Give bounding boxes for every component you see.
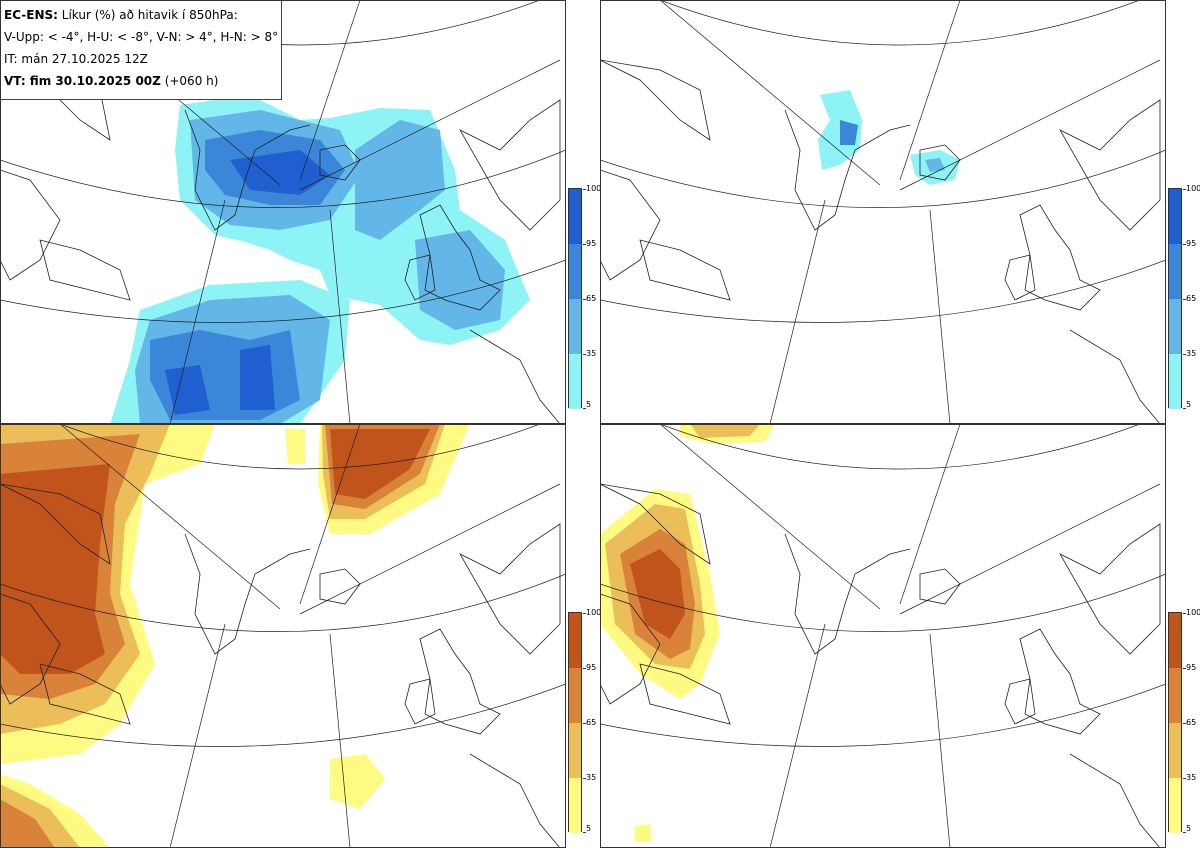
title-line-3: IT: mán 27.10.2025 12Z <box>4 52 148 66</box>
colorbar-segment <box>1169 778 1181 833</box>
colorbar-tick-mark <box>1183 244 1186 245</box>
colorbar-tick-label: 5 <box>1186 824 1192 833</box>
map-panel-bottom-left <box>0 424 566 848</box>
colorbar-tick-mark <box>1183 723 1186 724</box>
probability-map-cold-4 <box>0 0 566 424</box>
colorbar-tick-label: 100 <box>1186 184 1200 193</box>
colorbar-tick-mark <box>1183 354 1186 355</box>
colorbar-segment <box>569 189 581 244</box>
colorbar-segment <box>1169 723 1181 778</box>
colorbar-tick-mark <box>583 668 586 669</box>
colorbar-tick-label: 5 <box>1186 400 1192 409</box>
colorbar-segment <box>1169 354 1181 409</box>
colorbar-tick-mark <box>1183 299 1186 300</box>
colorbar-tick-label: 65 <box>1186 718 1197 727</box>
colorbar-cold-top-left: 100 95 65 35 5 <box>568 185 601 409</box>
colorbar-tick-label: 95 <box>586 663 597 672</box>
colorbar-tick-mark <box>583 723 586 724</box>
colorbar-tick-label: 35 <box>586 773 597 782</box>
colorbar-tick-label: 100 <box>1186 608 1200 617</box>
probability-map-cold-8 <box>600 0 1166 424</box>
colorbar-tick-mark <box>1183 408 1186 409</box>
map-panel-top-left: EC-ENS: Líkur (%) að hitavik í 850hPa: V… <box>0 0 566 424</box>
colorbar-tick-label: 65 <box>586 294 597 303</box>
colorbar-tick-label: 5 <box>586 400 592 409</box>
colorbar-segment <box>569 244 581 299</box>
colorbar-tick-label: 95 <box>1186 663 1197 672</box>
colorbar-tick-mark <box>1183 189 1186 190</box>
colorbar-segment <box>1169 668 1181 723</box>
colorbar-segment <box>569 299 581 354</box>
colorbar-segment <box>1169 613 1181 668</box>
colorbar-warm-bottom-right: 100 95 65 35 5 <box>1168 609 1200 833</box>
colorbar-tick-label: 35 <box>1186 773 1197 782</box>
colorbar-tick-mark <box>583 832 586 833</box>
title-line-2: V-Upp: < -4°, H-U: < -8°, V-N: > 4°, H-N… <box>4 30 279 44</box>
colorbar-tick-mark <box>583 613 586 614</box>
colorbar-tick-mark <box>583 408 586 409</box>
colorbar-tick-label: 65 <box>1186 294 1197 303</box>
colorbar-tick-mark <box>1183 832 1186 833</box>
colorbar-tick-label: 35 <box>586 349 597 358</box>
colorbar-tick-label: 100 <box>586 184 602 193</box>
colorbar-tick-label: 65 <box>586 718 597 727</box>
map-panel-top-right <box>600 0 1166 424</box>
colorbar-tick-label: 95 <box>1186 239 1197 248</box>
colorbar-tick-mark <box>583 354 586 355</box>
colorbar-segment <box>1169 189 1181 244</box>
colorbar-tick-mark <box>583 299 586 300</box>
colorbar-tick-label: 5 <box>586 824 592 833</box>
colorbar-tick-mark <box>583 778 586 779</box>
probability-map-warm-4 <box>0 424 566 848</box>
colorbar-segment <box>1169 244 1181 299</box>
title-line-4: VT: fim 30.10.2025 00Z (+060 h) <box>4 70 281 92</box>
title-description: Líkur (%) að hitavik í 850hPa: <box>57 8 238 22</box>
colorbar-tick-mark <box>1183 668 1186 669</box>
colorbar-segment <box>569 668 581 723</box>
valid-time: VT: fim 30.10.2025 00Z <box>4 74 161 88</box>
colorbar-segment <box>569 778 581 833</box>
map-panel-bottom-right <box>600 424 1166 848</box>
colorbar-warm-bottom-left: 100 95 65 35 5 <box>568 609 601 833</box>
title-model: EC-ENS: <box>4 8 58 22</box>
colorbar-tick-mark <box>1183 613 1186 614</box>
title-line-1: EC-ENS: Líkur (%) að hitavik í 850hPa: <box>4 4 281 26</box>
colorbar-segment <box>569 613 581 668</box>
colorbar-segment <box>1169 299 1181 354</box>
probability-map-warm-8 <box>600 424 1166 848</box>
map-title-box: EC-ENS: Líkur (%) að hitavik í 850hPa: V… <box>0 0 282 100</box>
colorbar-tick-label: 35 <box>1186 349 1197 358</box>
colorbar-tick-label: 100 <box>586 608 602 617</box>
colorbar-tick-mark <box>1183 778 1186 779</box>
colorbar-cold-top-right: 100 95 65 35 5 <box>1168 185 1200 409</box>
colorbar-tick-mark <box>583 244 586 245</box>
colorbar-tick-label: 95 <box>586 239 597 248</box>
colorbar-tick-mark <box>583 189 586 190</box>
forecast-hour: (+060 h) <box>160 74 219 88</box>
colorbar-segment <box>569 723 581 778</box>
colorbar-segment <box>569 354 581 409</box>
